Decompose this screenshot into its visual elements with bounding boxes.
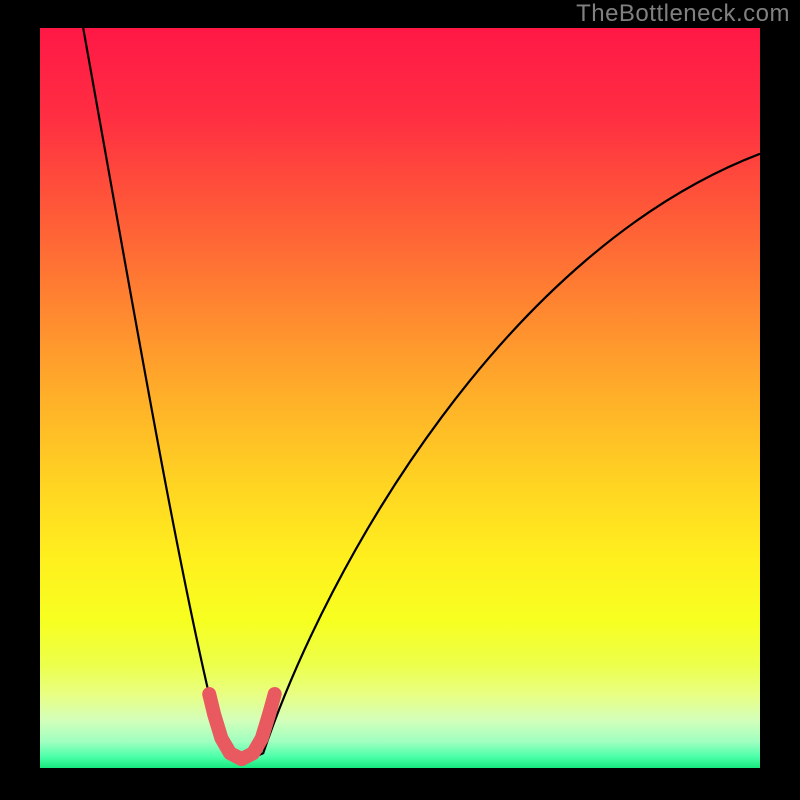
watermark-text: TheBottleneck.com: [576, 0, 790, 28]
plot-background: [40, 28, 760, 768]
chart-stage: TheBottleneck.com: [0, 0, 800, 800]
bottleneck-chart: [0, 0, 800, 800]
